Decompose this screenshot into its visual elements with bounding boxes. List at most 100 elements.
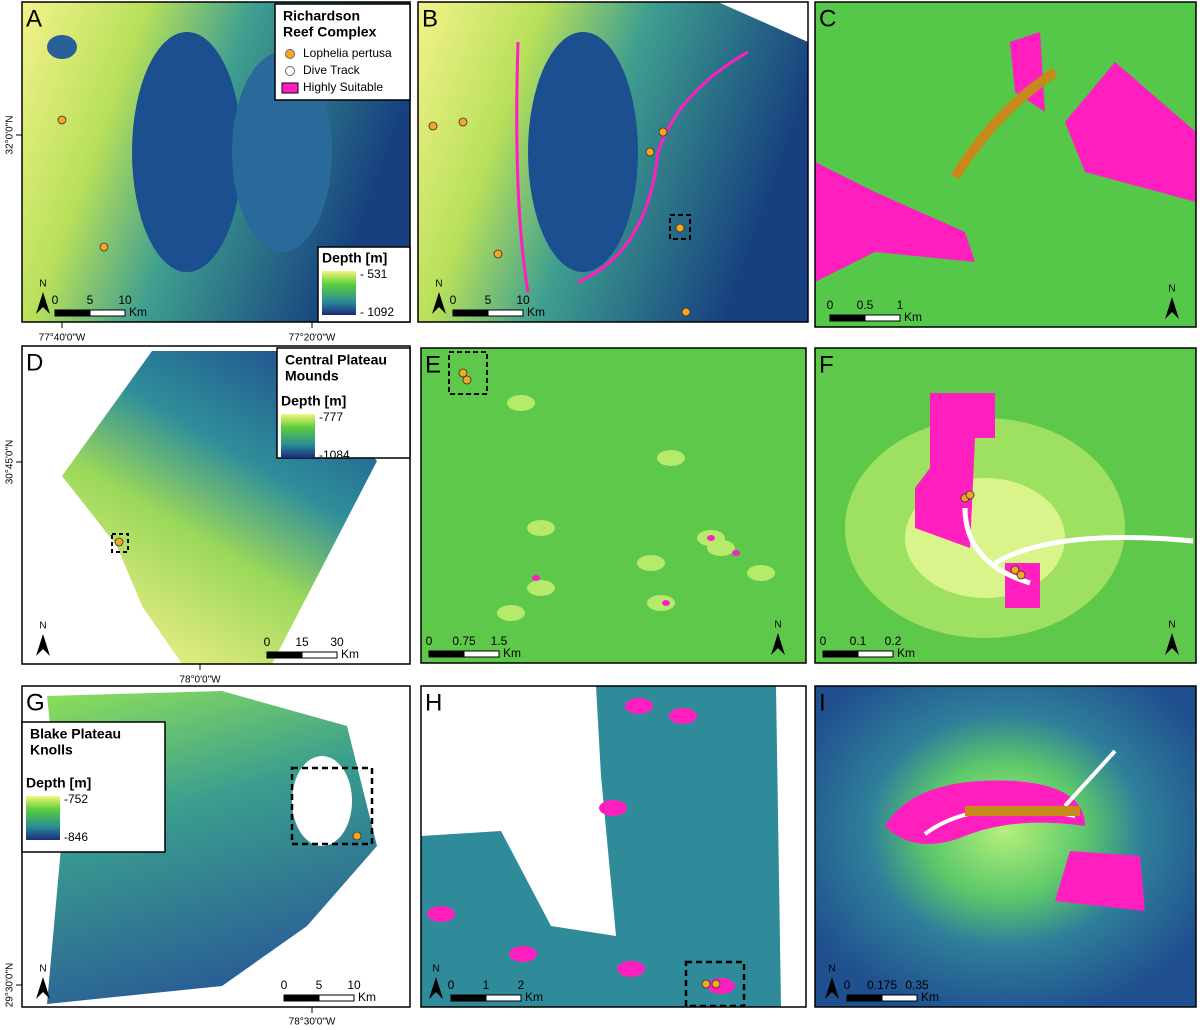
panel-letter: D [26,349,43,376]
scale-segment [54,309,91,317]
scale-label: 0 [52,293,59,307]
inset-box [111,533,129,553]
panel-frame [814,685,1197,1008]
map-feature [637,555,665,571]
suitable-zone [815,32,1196,282]
north-label: N [39,279,46,290]
inset-box [669,214,691,240]
scale-segment [428,650,465,658]
scale-segment [857,650,894,658]
north-arrow [771,633,785,655]
panel-frame [420,347,807,664]
panel-frame [417,1,809,323]
map-feature [509,946,537,962]
scale-segment [829,314,866,322]
suitable-zone [515,41,749,293]
observation-marker [701,979,711,989]
scale-label: 10 [118,293,132,307]
legend-title: Central Plateau [285,352,387,368]
observation-marker [458,368,468,378]
scale-label: 0 [820,634,827,648]
scale-label: 5 [87,293,94,307]
scale-segment [450,994,487,1002]
observation-marker [1016,570,1026,580]
observation-marker [965,490,975,500]
depth-ramp [281,414,315,458]
map-feature [132,32,242,272]
legend-item: Dive Track [303,63,361,77]
legend-item: Lophelia pertusa [303,46,392,60]
panel-letter: C [819,5,836,32]
map-area [815,686,1196,1007]
north-label: N [435,279,442,290]
inset-box [290,766,374,846]
panel-letter: F [819,351,834,378]
scale-segment [301,651,338,659]
north-arrow [36,292,50,314]
scale-label: 0.2 [885,634,902,648]
scale-label: Km [129,305,147,319]
north-arrow [432,292,446,314]
map-feature [669,708,697,724]
observation-marker [57,115,67,125]
scale-label: 5 [485,293,492,307]
observation-marker [1010,565,1020,575]
scale-label: 2 [518,978,525,992]
scale-label: 0 [844,978,851,992]
north-arrow [1165,633,1179,655]
scale-label: 0 [448,978,455,992]
lat-label: 32°0'0"N [5,116,16,155]
scale-label: Km [358,990,376,1004]
map-feature [732,550,740,556]
panel-letter: B [422,5,438,32]
scale-segment [452,309,489,317]
scale-label: 0.175 [867,978,897,992]
scale-segment [822,650,859,658]
lon-label: 78°30'0"W [289,1017,336,1028]
map-feature [707,535,715,541]
map-feature [599,800,627,816]
north-label: N [39,621,46,632]
scale-label: 10 [347,978,361,992]
map-area [421,348,806,663]
scale-label: 0 [450,293,457,307]
scale-label: 30 [330,635,344,649]
scale-label: Km [341,647,359,661]
scale-label: 0 [264,635,271,649]
observation-marker [681,307,691,317]
map-feature [507,395,535,411]
map-area [421,686,781,1007]
observation-marker [99,242,109,252]
map-feature [662,600,670,606]
scale-label: 5 [316,978,323,992]
legend-title: Reef Complex [283,24,377,40]
scale-label: 1 [897,298,904,312]
suitable-zone [915,393,1040,608]
scale-label: 0 [281,978,288,992]
scale-segment [89,309,126,317]
panel-frame [21,1,411,323]
panel-letter: G [26,689,45,716]
legend-symbol [281,82,299,94]
scale-label: 0.1 [850,634,867,648]
observation-marker [462,375,472,385]
depth-max: -752 [64,792,88,806]
map-feature [532,575,540,581]
scale-segment [463,650,500,658]
lon-label: 77°40'0"W [39,333,86,344]
map-feature [747,565,775,581]
map-feature [707,978,735,994]
scale-segment [485,994,522,1002]
depth-min: - 1092 [360,305,394,319]
north-label: N [432,964,439,975]
map-feature [232,52,332,252]
north-label: N [828,964,835,975]
legend-symbol [285,66,295,76]
observation-marker [458,117,468,127]
lat-label: 30°45'0"N [5,440,16,485]
north-arrow [36,634,50,656]
scale-segment [318,994,355,1002]
panel-frame [814,347,1197,664]
depth-ramp [26,796,60,840]
observation-marker [428,121,438,131]
